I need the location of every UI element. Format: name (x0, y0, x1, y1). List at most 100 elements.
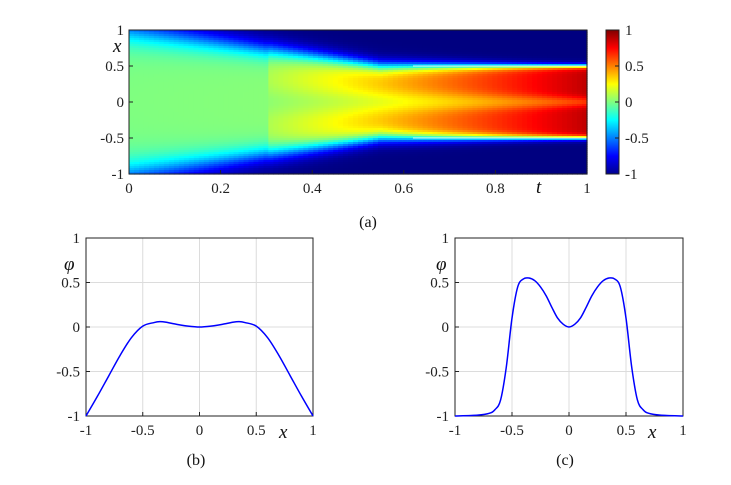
heatmap-cell (228, 88, 235, 91)
heatmap-cell (133, 158, 140, 161)
heatmap-cell (343, 144, 349, 147)
heatmap-cell (432, 58, 439, 61)
heatmap-cell (213, 114, 220, 117)
heatmap-cell (183, 118, 190, 121)
heatmap-cell (263, 62, 269, 65)
heatmap-cell (273, 142, 279, 145)
heatmap-cell (263, 98, 269, 101)
heatmap-cell (437, 64, 444, 67)
heatmap-cell (148, 106, 155, 109)
heatmap-cell (198, 164, 205, 167)
heatmap-cell (387, 50, 394, 53)
heatmap-cell (133, 110, 140, 113)
heatmap-cell (447, 38, 454, 41)
heatmap-cell (338, 50, 344, 53)
heatmap-cell (362, 46, 369, 49)
heatmap-cell (313, 168, 319, 171)
heatmap-cell (283, 76, 289, 79)
heatmap-cell (278, 134, 284, 137)
heatmap-cell (372, 168, 379, 171)
heatmap-cell (208, 68, 215, 71)
heatmap-cell (293, 40, 299, 43)
heatmap-cell (323, 134, 329, 137)
heatmap-cell (223, 34, 230, 37)
heatmap-cell (333, 122, 339, 125)
heatmap-cell (218, 46, 225, 49)
heatmap-cell (437, 56, 444, 59)
heatmap-cell (417, 152, 424, 155)
heatmap-cell (158, 102, 165, 105)
heatmap-cell (148, 118, 155, 121)
heatmap-cell (223, 126, 230, 129)
heatmap-cell (372, 166, 379, 169)
heatmap-cell (263, 34, 269, 37)
heatmap-cell (138, 68, 145, 71)
heatmap-cell (268, 44, 274, 47)
heatmap-cell (293, 90, 299, 93)
heatmap-cell (178, 74, 185, 77)
heatmap-cell (397, 162, 404, 165)
heatmap-cell (377, 102, 384, 105)
heatmap-cell (293, 140, 299, 143)
heatmap-cell (328, 60, 334, 63)
heatmap-cell (343, 48, 349, 51)
heatmap-cell (397, 168, 404, 171)
heatmap-cell (328, 48, 334, 51)
heatmap-cell (362, 94, 369, 97)
heatmap-cell (153, 70, 160, 73)
heatmap-cell (193, 154, 200, 157)
heatmap-cell (143, 162, 150, 165)
heatmap-cell (203, 90, 210, 93)
heatmap-cell (129, 126, 135, 129)
heatmap-cell (362, 102, 369, 105)
heatmap-cell (333, 102, 339, 105)
heatmap-cell (188, 40, 195, 43)
heatmap-cell (233, 50, 240, 53)
heatmap-cell (367, 148, 374, 151)
heatmap-cell (148, 114, 155, 117)
heatmap-cell (397, 104, 404, 107)
heatmap-cell (323, 126, 329, 129)
heatmap-cell (158, 134, 165, 137)
heatmap-cell (343, 78, 349, 81)
heatmap-cell (397, 60, 404, 63)
heatmap-cell (243, 148, 250, 151)
heatmap-cell (457, 132, 464, 135)
heatmap-cell (168, 90, 175, 93)
heatmap-cell (343, 128, 349, 131)
heatmap-cell (462, 108, 469, 111)
heatmap-cell (263, 44, 269, 47)
heatmap-cell (402, 106, 409, 109)
heatmap-cell (228, 60, 235, 63)
heatmap-cell (223, 38, 230, 41)
heatmap-cell (308, 92, 314, 95)
heatmap-cell (268, 168, 274, 171)
heatmap-cell (148, 144, 155, 147)
heatmap-cell (462, 56, 469, 59)
heatmap-cell (129, 54, 135, 57)
heatmap-cell (437, 32, 444, 35)
heatmap-cell (228, 158, 235, 161)
heatmap-cell (223, 46, 230, 49)
heatmap-cell (338, 86, 344, 89)
heatmap-cell (308, 72, 314, 75)
heatmap-cell (223, 166, 230, 169)
heatmap-cell (367, 48, 374, 51)
heatmap-cell (233, 112, 240, 115)
heatmap-cell (288, 112, 294, 115)
heatmap-cell (273, 166, 279, 169)
heatmap-cell (243, 74, 250, 77)
heatmap-cell (148, 170, 155, 173)
heatmap-cell (158, 98, 165, 101)
heatmap-cell (467, 114, 474, 117)
heatmap-cell (467, 156, 474, 159)
heatmap-cell (372, 66, 379, 69)
heatmap-cell (129, 154, 135, 157)
heatmap-cell (392, 152, 399, 155)
heatmap-cell (198, 76, 205, 79)
heatmap-cell (158, 32, 165, 35)
heatmap-cell (308, 102, 314, 105)
heatmap-cell (143, 92, 150, 95)
heatmap-cell (168, 106, 175, 109)
heatmap-cell (293, 168, 299, 171)
